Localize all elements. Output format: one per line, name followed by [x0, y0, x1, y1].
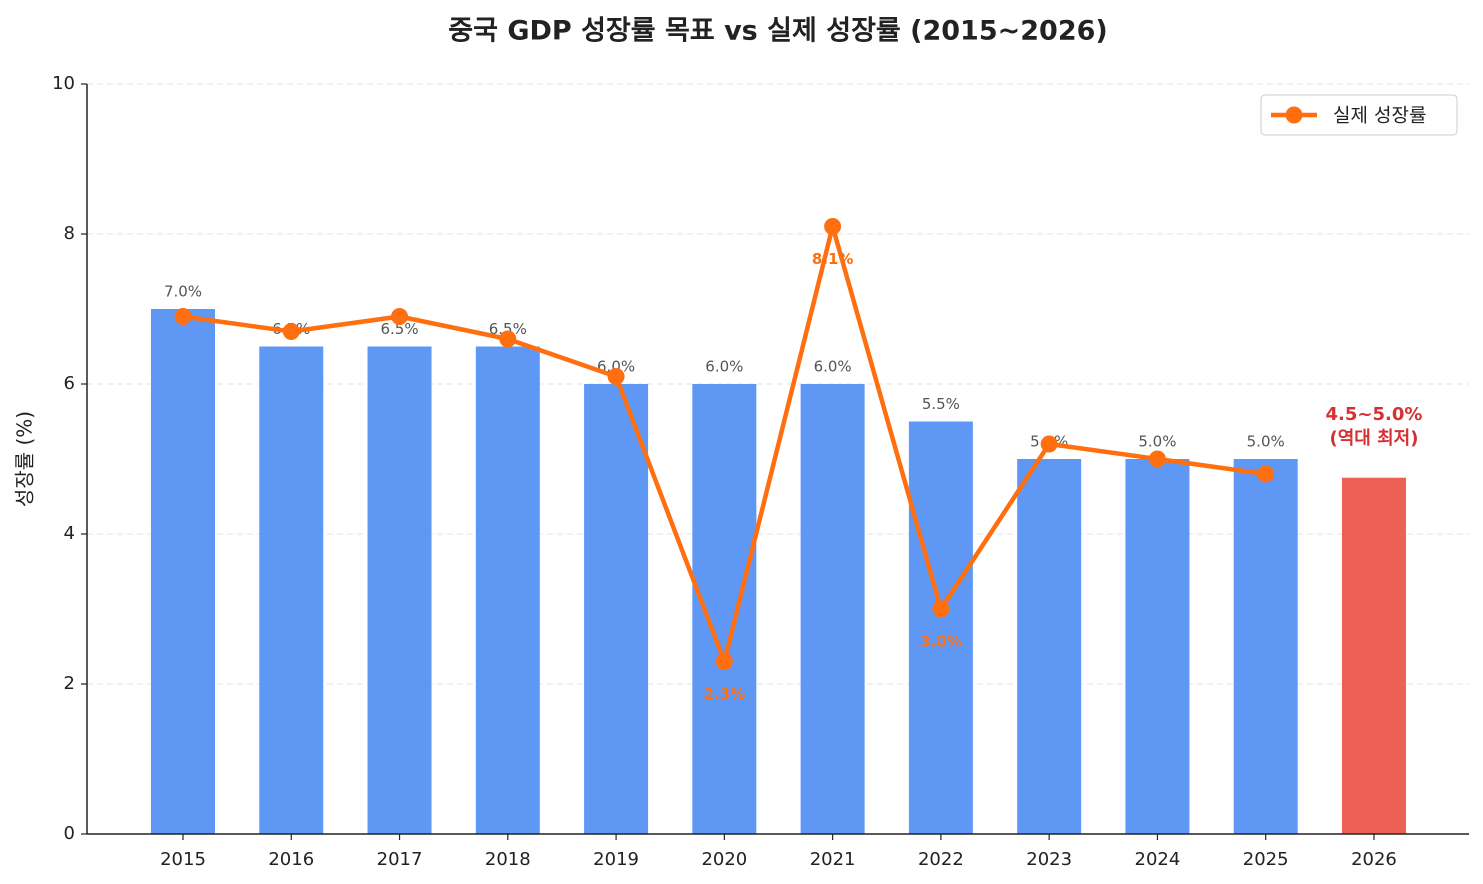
bar-value-label: 5.0%	[1247, 433, 1285, 451]
bar	[367, 346, 432, 834]
x-tick-label: 2017	[377, 849, 423, 870]
bar	[1341, 477, 1406, 834]
legend-marker	[1285, 106, 1303, 124]
line-value-label: 8.1%	[812, 250, 854, 268]
bar-value-label: 6.5%	[489, 320, 527, 338]
x-tick-label: 2022	[918, 849, 964, 870]
line-marker	[1040, 435, 1058, 453]
y-tick-label: 2	[64, 673, 75, 694]
line-marker	[715, 653, 733, 670]
y-tick-label: 6	[64, 373, 75, 394]
line-marker	[1148, 450, 1166, 468]
x-tick-label: 2015	[160, 849, 206, 870]
x-tick-label: 2019	[593, 849, 639, 870]
bar-value-label: 5.0%	[1138, 433, 1176, 451]
bar-value-label: 5.5%	[922, 395, 960, 413]
y-tick-label: 8	[64, 223, 75, 244]
bar-value-label: 6.0%	[705, 358, 743, 376]
line-marker	[607, 368, 625, 385]
x-tick-label: 2016	[268, 849, 314, 870]
bar	[1017, 459, 1082, 834]
legend-label: 실제 성장률	[1333, 105, 1426, 127]
line-value-label: 3.0%	[920, 633, 962, 651]
line-marker	[174, 308, 192, 325]
bar	[1233, 459, 1298, 834]
legend-box	[1260, 94, 1458, 136]
line-marker	[932, 600, 950, 618]
bar-value-label: 6.0%	[814, 358, 852, 376]
x-tick-label: 2024	[1135, 849, 1181, 870]
annotation: (역대 최저)	[1329, 428, 1418, 449]
annotation: 4.5~5.0%	[1326, 404, 1423, 425]
line-value-label: 2.3%	[704, 685, 746, 703]
line-marker	[1257, 465, 1275, 483]
bar	[475, 346, 540, 834]
bar-value-label: 6.5%	[380, 320, 418, 338]
line-marker	[824, 218, 842, 235]
bar	[692, 384, 757, 834]
bar	[584, 384, 649, 834]
bar	[1125, 459, 1190, 834]
bar	[908, 421, 973, 834]
x-tick-label: 2023	[1026, 849, 1072, 870]
bar	[800, 384, 865, 834]
y-axis-label: 성장률 (%)	[13, 411, 37, 507]
x-tick-label: 2026	[1351, 849, 1397, 870]
y-tick-label: 4	[64, 523, 75, 544]
line-marker	[391, 308, 409, 325]
bar-value-label: 7.0%	[164, 283, 202, 301]
y-tick-label: 10	[52, 73, 75, 94]
x-tick-label: 2021	[810, 849, 856, 870]
x-tick-label: 2025	[1243, 849, 1289, 870]
line-marker	[282, 323, 300, 340]
x-tick-label: 2020	[701, 849, 747, 870]
bar	[259, 346, 324, 834]
bar	[151, 309, 215, 834]
y-tick-label: 0	[64, 823, 75, 844]
x-tick-label: 2018	[485, 849, 531, 870]
line-marker	[499, 330, 517, 348]
chart-title: 중국 GDP 성장률 목표 vs 실제 성장률 (2015~2026)	[448, 16, 1108, 47]
